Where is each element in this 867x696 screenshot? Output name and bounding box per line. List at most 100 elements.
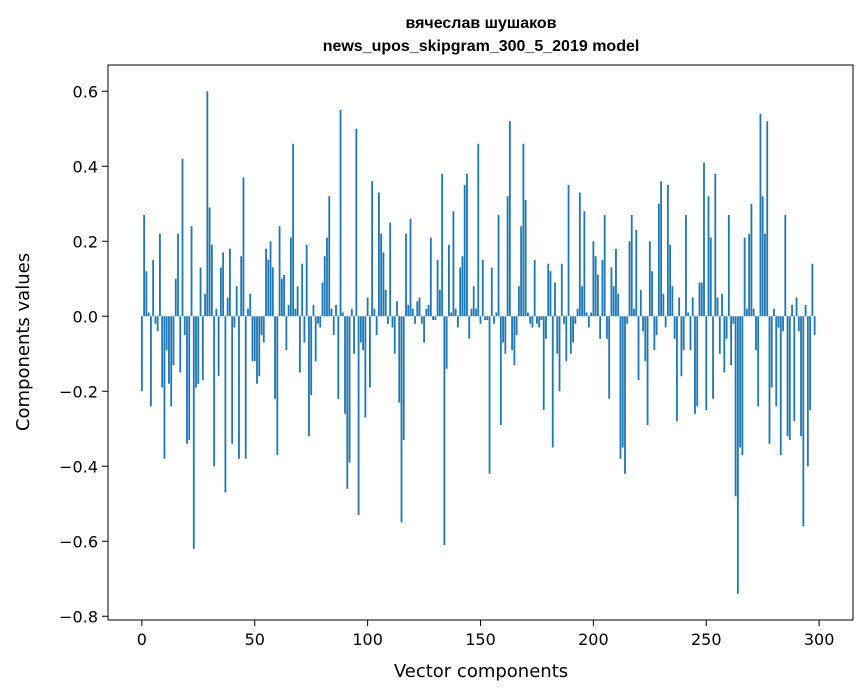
bar-79 <box>319 316 322 328</box>
bar-208 <box>610 267 613 317</box>
bar-290 <box>795 297 798 317</box>
bar-69 <box>296 286 299 317</box>
bar-51 <box>256 316 258 384</box>
bar-48 <box>249 293 252 317</box>
bar-279 <box>770 316 773 388</box>
bar-241 <box>685 215 687 317</box>
bar-30 <box>208 207 211 317</box>
bar-258 <box>723 316 726 373</box>
bar-142 <box>461 256 464 317</box>
bar-191 <box>572 316 574 343</box>
bar-201 <box>594 256 597 317</box>
bar-257 <box>721 293 723 317</box>
bar-239 <box>680 316 683 377</box>
bar-272 <box>755 316 757 350</box>
bar-214 <box>624 316 626 474</box>
bar-36 <box>222 252 225 317</box>
bar-284 <box>782 316 784 332</box>
bar-14 <box>172 316 175 365</box>
bar-81 <box>323 256 326 317</box>
bar-152 <box>484 316 486 320</box>
bar-189 <box>567 185 570 317</box>
bar-4 <box>149 316 152 407</box>
bar-202 <box>596 275 599 317</box>
bar-281 <box>775 316 778 407</box>
x-tick-label: 100 <box>352 630 383 649</box>
bar-286 <box>786 316 789 437</box>
bar-188 <box>565 316 568 362</box>
bar-43 <box>238 316 240 459</box>
bar-171 <box>527 312 529 317</box>
bar-164 <box>511 316 514 350</box>
bar-273 <box>757 316 760 407</box>
bar-96 <box>357 316 360 515</box>
bar-172 <box>529 316 532 324</box>
bar-274 <box>759 113 762 317</box>
bar-180 <box>547 263 550 317</box>
bar-280 <box>773 308 775 317</box>
bar-158 <box>497 215 500 317</box>
bar-225 <box>648 241 651 317</box>
bar-97 <box>359 316 362 343</box>
bar-104 <box>375 316 378 335</box>
bar-270 <box>750 203 753 317</box>
bar-99 <box>364 316 367 418</box>
bar-204 <box>601 260 604 317</box>
bar-200 <box>592 241 595 317</box>
bar-250 <box>705 316 708 410</box>
bar-102 <box>371 181 374 317</box>
bar-47 <box>247 308 249 317</box>
bar-224 <box>646 316 649 425</box>
bar-87 <box>337 316 340 399</box>
bar-32 <box>213 316 216 467</box>
bar-73 <box>305 245 308 317</box>
bar-140 <box>457 316 459 328</box>
bar-219 <box>635 230 638 317</box>
bar-263 <box>734 316 737 497</box>
bar-293 <box>802 316 805 527</box>
bar-37 <box>224 316 227 493</box>
bar-285 <box>784 215 787 317</box>
bar-131 <box>436 260 439 317</box>
bar-116 <box>402 316 405 440</box>
bar-197 <box>585 312 588 317</box>
bar-136 <box>447 245 450 317</box>
bar-0 <box>140 316 143 392</box>
bar-59 <box>274 316 276 399</box>
bar-25 <box>197 316 200 384</box>
bar-44 <box>240 256 243 317</box>
x-axis-label: Vector components <box>394 661 568 682</box>
bar-7 <box>156 316 159 332</box>
bar-95 <box>355 128 358 317</box>
bar-16 <box>177 233 179 317</box>
bar-235 <box>671 286 674 317</box>
bar-245 <box>694 316 696 414</box>
bar-193 <box>576 308 579 317</box>
bar-260 <box>727 215 730 317</box>
bar-254 <box>714 173 717 317</box>
bar-232 <box>664 316 667 328</box>
bar-256 <box>718 316 721 354</box>
bar-80 <box>321 282 324 317</box>
bar-89 <box>341 312 344 317</box>
bar-103 <box>373 308 376 317</box>
bar-146 <box>470 308 473 317</box>
bar-88 <box>339 110 342 317</box>
bar-297 <box>811 263 814 317</box>
bar-54 <box>262 316 265 343</box>
bar-149 <box>477 143 480 317</box>
bar-57 <box>269 241 272 317</box>
bar-186 <box>560 263 563 317</box>
bar-210 <box>615 248 617 317</box>
bar-271 <box>752 308 755 317</box>
bar-137 <box>450 312 453 317</box>
bar-75 <box>310 316 313 395</box>
bar-107 <box>382 252 385 317</box>
bar-181 <box>549 271 552 317</box>
bar-160 <box>502 316 504 343</box>
bar-33 <box>215 308 218 317</box>
bar-155 <box>490 267 493 317</box>
bar-187 <box>563 316 565 324</box>
bar-194 <box>578 192 581 317</box>
bar-112 <box>393 316 396 354</box>
